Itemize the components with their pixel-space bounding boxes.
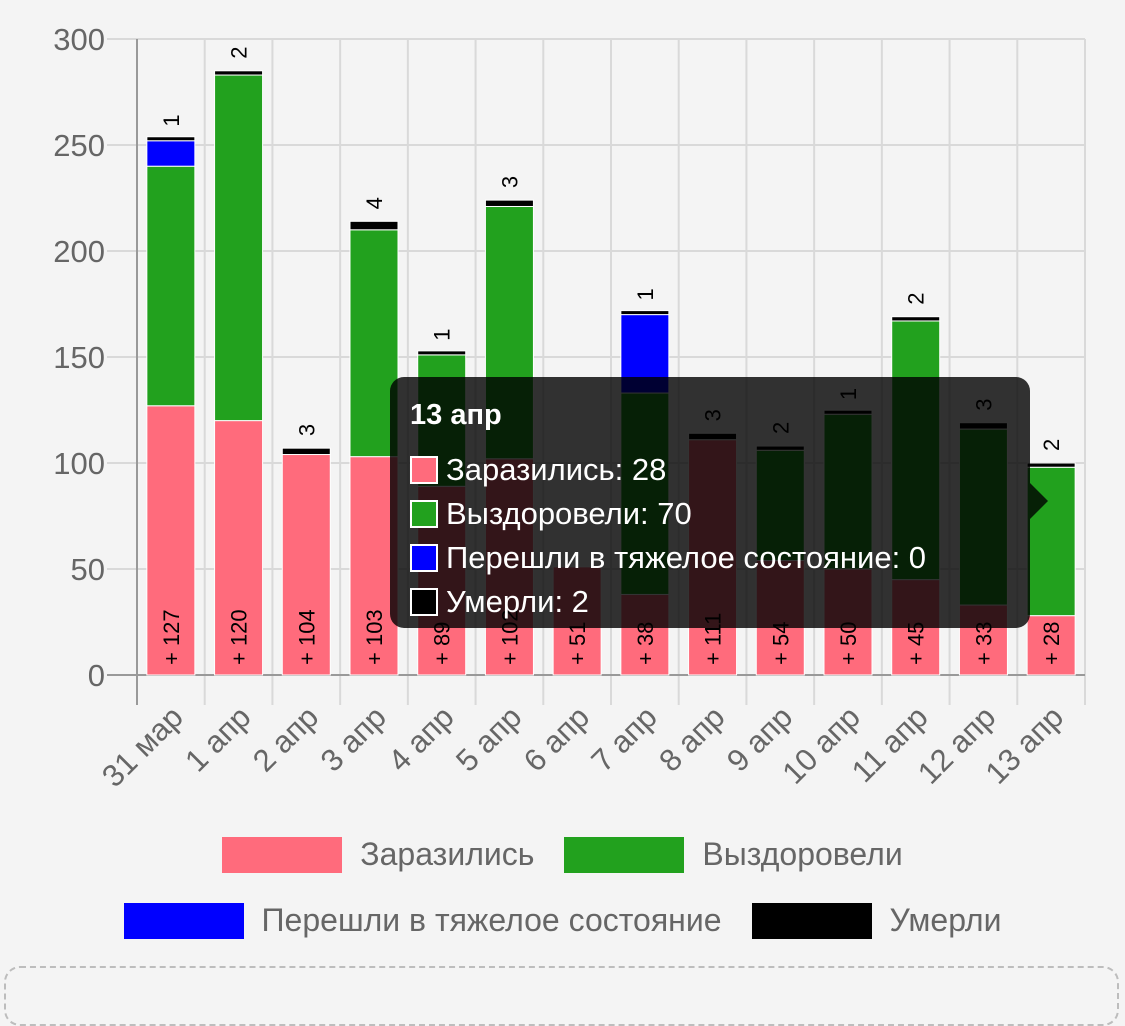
bar-top-label: 2: [227, 47, 252, 59]
legend-label-recovered: Выздоровели: [702, 836, 903, 872]
bar-segment: [1026, 462, 1076, 468]
chart-root: 0 50 100 150 200 250 300 1 + 127 31 мар 2 + 120 1 ап…: [0, 22, 1125, 1026]
y-tick-label: 300: [53, 22, 105, 57]
tooltip-swatch-deaths: [410, 588, 438, 616]
x-tick-label: 2 апр: [246, 699, 325, 778]
bar-bottom-label: + 38: [633, 622, 658, 665]
bar-top-label: 4: [362, 197, 387, 209]
x-tick-label: 7 апр: [585, 699, 664, 778]
y-tick-label: 200: [53, 234, 105, 269]
x-tick-label: 3 апр: [314, 699, 393, 778]
tooltip-line-recovered: Выздоровели: 70: [410, 492, 1010, 536]
bar-bottom-label: + 51: [565, 622, 590, 665]
tooltip-title: 13 апр: [410, 399, 502, 431]
tooltip-line-infected: Заразились: 28: [410, 448, 1010, 492]
x-tick-label: 4 апр: [381, 699, 460, 778]
y-tick-label: 0: [88, 658, 105, 693]
tooltip-text-recovered: Выздоровели: 70: [446, 496, 692, 531]
bar-segment: [214, 74, 264, 422]
bar-bottom-label: + 28: [1039, 622, 1064, 665]
tooltip-line-critical: Перешли в тяжелое состояние: 0: [410, 536, 1010, 580]
bar-top-label: 2: [904, 292, 929, 304]
chart-tooltip: 13 апр Заразились: 28 Выздоровели: 70 Пе…: [390, 377, 1030, 628]
bar-top-label: 3: [294, 424, 319, 436]
tooltip-text-deaths: Умерли: 2: [446, 584, 589, 619]
bar-bottom-label: + 103: [362, 609, 387, 665]
legend-swatch-deaths: [751, 902, 872, 939]
x-tick-label: 31 мар: [95, 699, 190, 794]
bar-bottom-label: + 89: [430, 622, 455, 665]
bar-segment: [891, 316, 941, 322]
y-tick-label: 250: [53, 128, 105, 163]
bar-top-label: 1: [633, 288, 658, 300]
bar-top-label: 2: [1039, 439, 1064, 451]
bar-segment: [146, 405, 196, 676]
x-tick-label: 1 апр: [178, 699, 257, 778]
tooltip-swatch-recovered: [410, 500, 438, 528]
bar-segment: [484, 199, 534, 207]
legend-row-2: Перешли в тяжелое состояние Умерли: [0, 902, 1125, 939]
legend-swatch-recovered: [564, 836, 685, 873]
bar-top-label: 3: [497, 176, 522, 188]
y-tick-label: 50: [71, 552, 105, 587]
x-tick-label: 5 апр: [449, 699, 528, 778]
bar-segment: [214, 70, 264, 76]
legend-item-critical[interactable]: Перешли в тяжелое состояние: [123, 902, 722, 939]
bar-segment: [281, 447, 331, 456]
bar-segment: [281, 454, 331, 676]
bar-segment: [417, 350, 467, 356]
bar-segment: [214, 420, 264, 676]
tooltip-text-infected: Заразились: 28: [446, 452, 667, 487]
legend-item-recovered[interactable]: Выздоровели: [564, 836, 903, 873]
x-tick-label: 8 апр: [652, 699, 731, 778]
bar-bottom-label: + 33: [971, 622, 996, 665]
tooltip-line-deaths: Умерли: 2: [410, 580, 1010, 624]
y-tick-label: 100: [53, 446, 105, 481]
y-tick-label: 150: [53, 340, 105, 375]
bar-bottom-label: + 104: [294, 609, 319, 665]
legend-label-deaths: Умерли: [889, 902, 1002, 938]
x-tick-label: 6 апр: [517, 699, 596, 778]
legend-swatch-critical: [123, 902, 244, 939]
legend-label-critical: Перешли в тяжелое состояние: [261, 902, 722, 938]
tooltip-text-critical: Перешли в тяжелое состояние: 0: [446, 540, 927, 575]
x-tick-label: 13 апр: [979, 699, 1070, 790]
legend-item-infected[interactable]: Заразились: [222, 836, 534, 873]
bar-bottom-label: + 45: [904, 622, 929, 665]
bar-segment: [1026, 615, 1076, 676]
legend-row-1: Заразились Выздоровели: [0, 836, 1125, 873]
bar-bottom-label: + 50: [836, 622, 861, 665]
bar-bottom-label: + 120: [227, 609, 252, 665]
bar-top-label: 1: [159, 114, 184, 126]
bar-segment: [349, 220, 399, 231]
bar-bottom-label: + 54: [768, 622, 793, 665]
bar-segment: [146, 140, 196, 167]
tooltip-swatch-infected: [410, 456, 438, 484]
bottom-panel: [4, 966, 1119, 1026]
bar-segment: [146, 136, 196, 142]
bar-segment: [146, 165, 196, 407]
tooltip-swatch-critical: [410, 544, 438, 572]
x-tick-label: 10 апр: [775, 699, 866, 790]
bar-top-label: 1: [430, 329, 455, 341]
tooltip-arrow: [1030, 483, 1048, 519]
bar-bottom-label: + 127: [159, 609, 184, 665]
bar-segment: [620, 310, 670, 316]
legend-item-deaths[interactable]: Умерли: [751, 902, 1002, 939]
legend-swatch-infected: [222, 836, 343, 873]
legend-label-infected: Заразились: [360, 836, 535, 872]
